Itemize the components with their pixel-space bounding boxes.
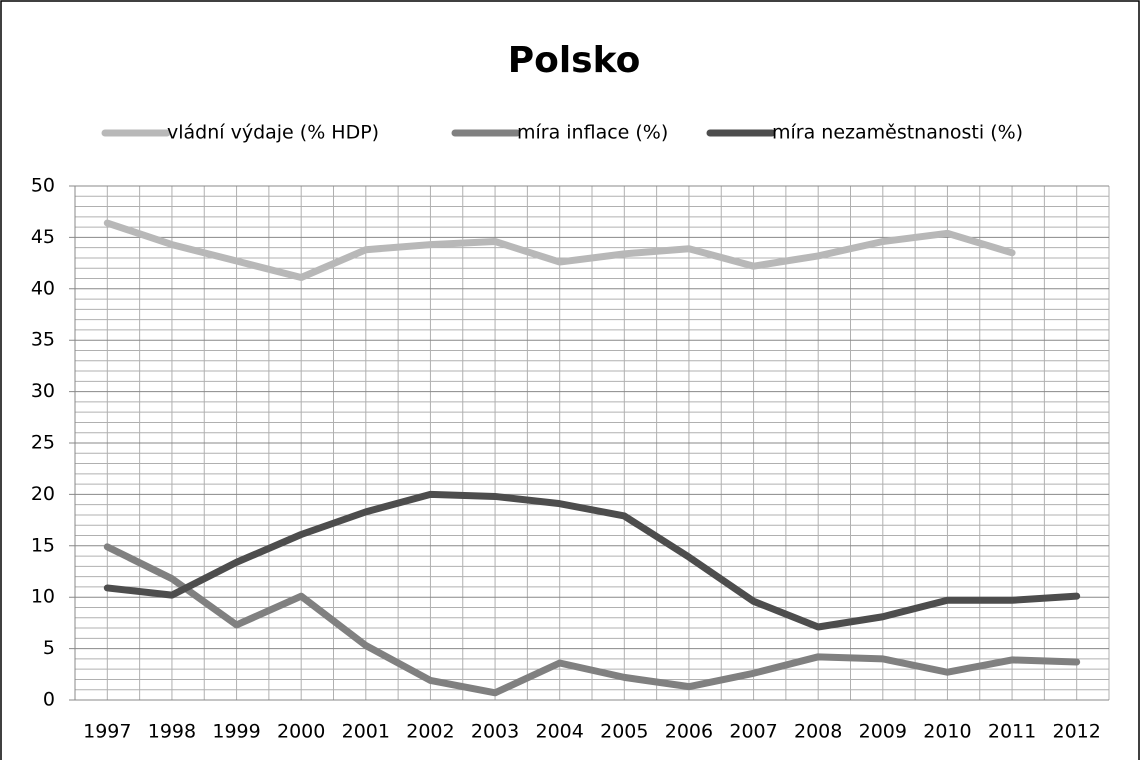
x-tick-label: 2004 <box>536 721 584 743</box>
y-tick-label: 35 <box>31 329 55 351</box>
x-tick-label: 2007 <box>729 721 777 743</box>
x-tick-label: 1998 <box>148 721 196 743</box>
legend-label: vládní výdaje (% HDP) <box>167 122 379 144</box>
x-tick-label: 2005 <box>600 721 648 743</box>
y-tick-label: 45 <box>31 226 55 248</box>
y-tick-label: 30 <box>31 380 55 402</box>
x-tick-label: 2003 <box>471 721 519 743</box>
y-tick-label: 20 <box>31 483 55 505</box>
x-tick-label: 2012 <box>1053 721 1101 743</box>
legend-label: míra inflace (%) <box>517 122 668 144</box>
x-tick-label: 2010 <box>923 721 971 743</box>
x-tick-label: 2002 <box>406 721 454 743</box>
legend-label: míra nezaměstnanosti (%) <box>772 122 1023 144</box>
y-tick-label: 0 <box>43 689 55 711</box>
x-tick-label: 2011 <box>988 721 1036 743</box>
x-tick-label: 1999 <box>212 721 260 743</box>
x-tick-label: 2006 <box>665 721 713 743</box>
y-tick-label: 10 <box>31 586 55 608</box>
series-line <box>103 490 1081 631</box>
chart-title: Polsko <box>508 40 641 81</box>
x-tick-label: 2001 <box>342 721 390 743</box>
y-tick-label: 5 <box>43 637 55 659</box>
y-tick-label: 25 <box>31 432 55 454</box>
series-line <box>103 219 1016 281</box>
x-tick-label: 1997 <box>83 721 131 743</box>
y-tick-label: 50 <box>31 175 55 197</box>
series-line <box>103 543 1081 697</box>
x-tick-label: 2000 <box>277 721 325 743</box>
y-tick-label: 40 <box>31 277 55 299</box>
x-tick-label: 2009 <box>859 721 907 743</box>
x-tick-label: 2008 <box>794 721 842 743</box>
y-tick-label: 15 <box>31 534 55 556</box>
